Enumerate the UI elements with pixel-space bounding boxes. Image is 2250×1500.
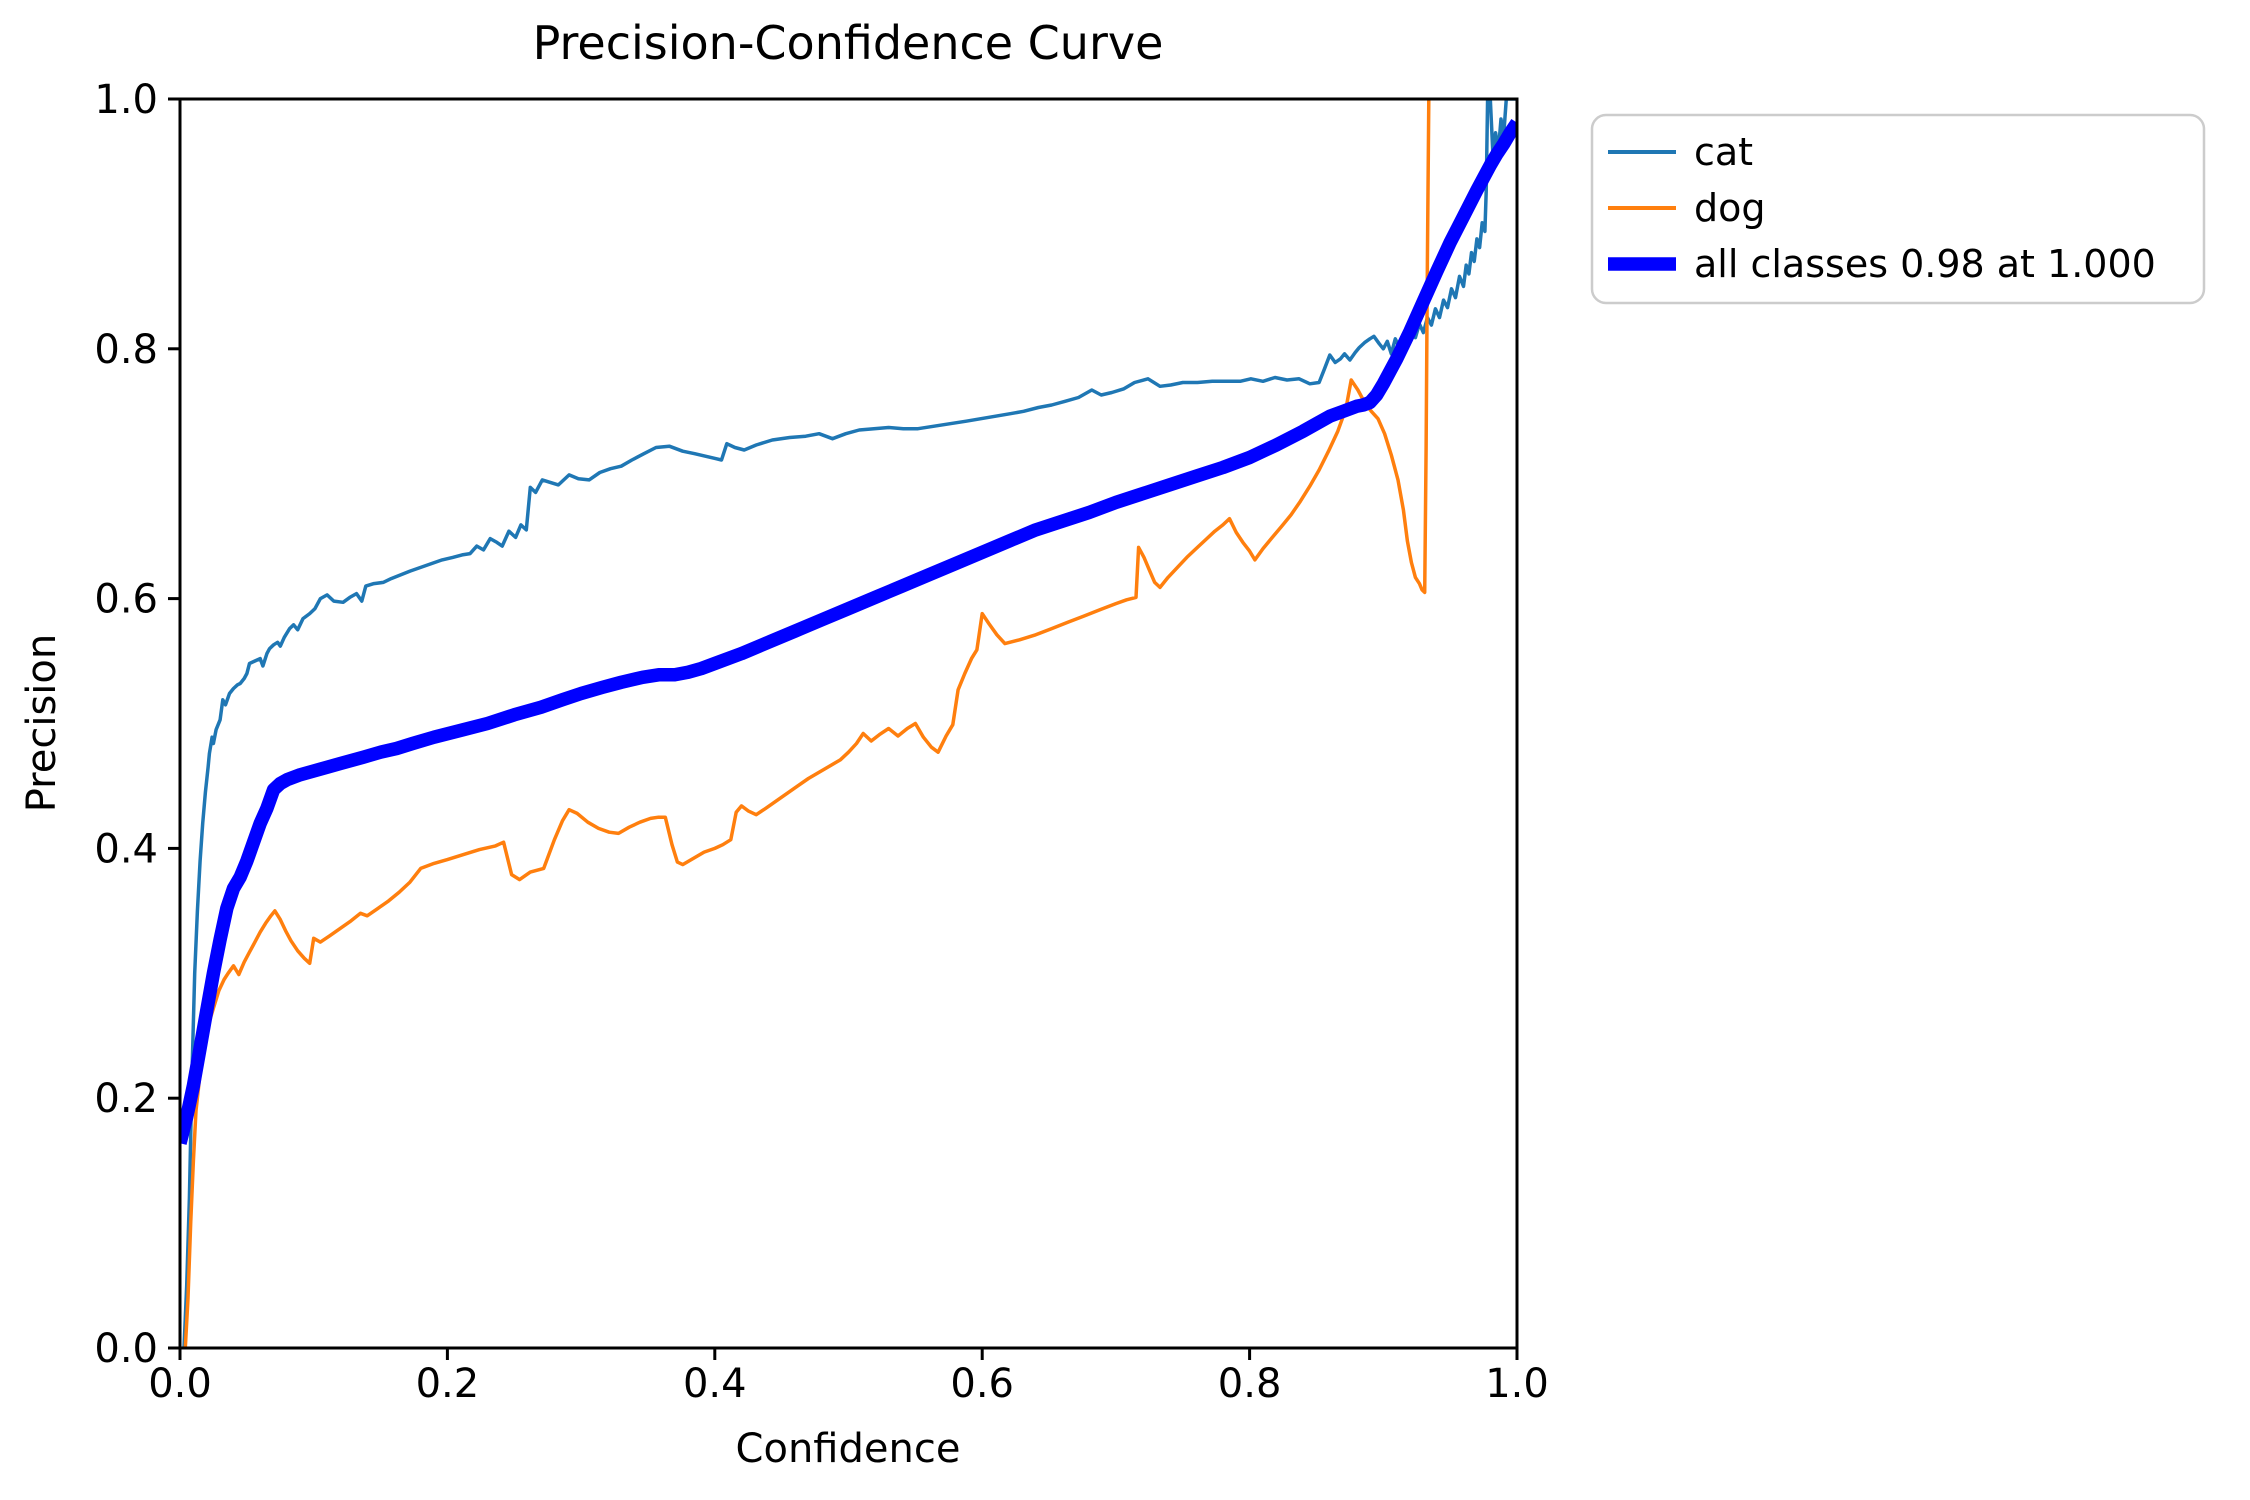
all-series-line: [180, 118, 1517, 1145]
y-tick-label: 0.4: [94, 826, 158, 872]
y-tick-label: 0.0: [94, 1326, 158, 1372]
legend-label-all: all classes 0.98 at 1.000: [1694, 242, 2156, 286]
x-axis-label: Confidence: [736, 1426, 961, 1472]
y-tick-label: 0.8: [94, 327, 158, 373]
legend-frame: [1590, 113, 2206, 305]
x-tick-label: 0.8: [1218, 1361, 1282, 1407]
axes-frame: [178, 97, 1519, 1350]
y-tick-label: 0.2: [94, 1076, 158, 1122]
x-tick-label: 0.0: [148, 1361, 212, 1407]
y-tick-label: 0.6: [94, 577, 158, 623]
y-tick-label: 1.0: [94, 77, 158, 123]
legend: cat dog all classes 0.98 at 1.000: [1590, 113, 2206, 305]
plot-area: [180, 99, 1517, 1348]
x-tick-label: 0.6: [950, 1361, 1014, 1407]
dog-series-line: [183, 99, 1431, 1348]
y-axis-label: Precision: [19, 634, 65, 812]
series-layer: [180, 99, 1517, 1348]
x-tick-label: 0.4: [683, 1361, 747, 1407]
chart-title: Precision-Confidence Curve: [533, 16, 1164, 70]
ticks-layer: 0.0 0.2 0.4 0.6 0.8 1.0 0.0 0.2 0.4 0.6 0.8 1.0: [94, 77, 1548, 1407]
x-tick-label: 0.2: [416, 1361, 480, 1407]
x-tick-label: 1.0: [1485, 1361, 1549, 1407]
legend-label-cat: cat: [1694, 130, 1753, 174]
legend-label-dog: dog: [1694, 186, 1766, 230]
